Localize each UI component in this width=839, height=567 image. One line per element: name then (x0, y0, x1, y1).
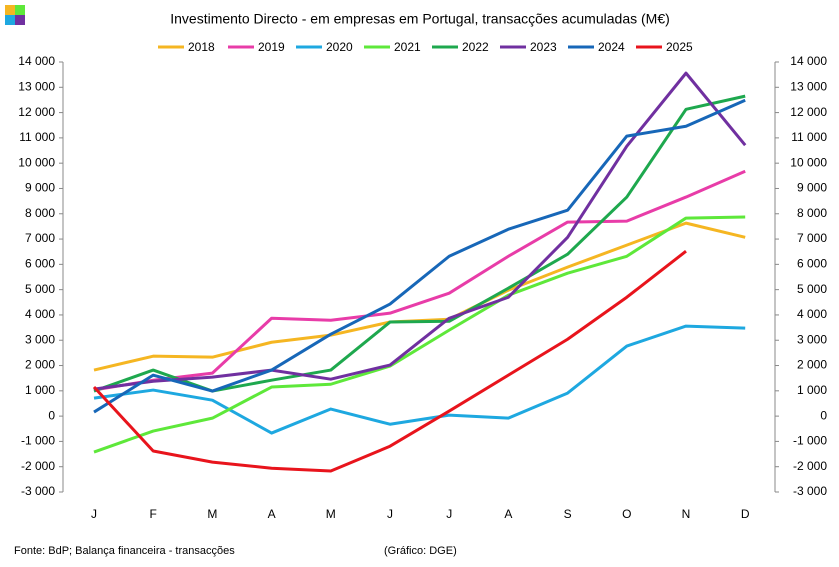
y2-tick-label: -1 000 (793, 434, 827, 448)
legend-label: 2024 (598, 40, 625, 54)
x-tick-label: J (446, 507, 452, 521)
y2-tick-label: 2 000 (797, 358, 827, 372)
y2-tick-label: 6 000 (797, 257, 827, 271)
credit: (Gráfico: DGE) (384, 545, 457, 557)
y-tick-label: 13 000 (18, 79, 55, 93)
series-line (92, 250, 687, 473)
series-line (93, 169, 746, 392)
y-tick-label: 7 000 (25, 231, 55, 245)
y-tick-label: 10 000 (18, 155, 55, 169)
series-line (93, 71, 747, 391)
x-tick-label: O (622, 507, 631, 521)
y2-tick-label: 13 000 (790, 79, 827, 93)
legend-label: 2020 (326, 40, 353, 54)
y-tick-label: 5 000 (25, 282, 55, 296)
y2-tick-label: -3 000 (793, 484, 827, 498)
x-tick-label: A (504, 507, 512, 521)
legend-label: 2025 (666, 40, 693, 54)
y-tick-label: 8 000 (25, 206, 55, 220)
legend-label: 2019 (258, 40, 285, 54)
y2-tick-label: 9 000 (797, 181, 827, 195)
y2-tick-label: 5 000 (797, 282, 827, 296)
y2-tick-label: 12 000 (790, 105, 827, 119)
y2-tick-label: 14 000 (790, 54, 827, 68)
x-tick-label: M (326, 507, 336, 521)
y2-tick-label: 8 000 (797, 206, 827, 220)
y-tick-label: 3 000 (25, 332, 55, 346)
legend-label: 2023 (530, 40, 557, 54)
y-tick-label: 11 000 (19, 130, 55, 144)
y-tick-label: 9 000 (25, 181, 55, 195)
y-tick-label: 6 000 (25, 257, 55, 271)
y2-tick-label: 1 000 (797, 383, 827, 397)
y2-tick-label: 4 000 (797, 307, 827, 321)
y2-tick-label: 7 000 (797, 231, 827, 245)
y-tick-label: -3 000 (21, 484, 55, 498)
y2-tick-label: 11 000 (791, 130, 827, 144)
y-tick-label: -1 000 (21, 434, 55, 448)
series-line (93, 324, 746, 435)
x-tick-label: N (682, 507, 691, 521)
x-tick-label: A (268, 507, 276, 521)
legend-label: 2021 (394, 40, 421, 54)
y-tick-label: -2 000 (21, 459, 55, 473)
y2-tick-label: 0 (820, 408, 827, 422)
x-tick-label: J (91, 507, 97, 521)
y-tick-label: 12 000 (18, 105, 55, 119)
y-tick-label: 4 000 (25, 307, 55, 321)
source: Fonte: BdP; Balança financeira - transac… (14, 545, 235, 557)
y2-tick-label: 3 000 (797, 332, 827, 346)
legend-label: 2018 (188, 40, 215, 54)
x-tick-label: M (207, 507, 217, 521)
logo (5, 5, 25, 25)
y-tick-label: 1 000 (25, 383, 55, 397)
y-tick-label: 0 (48, 408, 55, 422)
series-line (93, 215, 746, 454)
legend-label: 2022 (462, 40, 489, 54)
x-tick-label: J (387, 507, 393, 521)
x-tick-label: D (741, 507, 750, 521)
chart-title: Investimento Directo - em empresas em Po… (170, 11, 670, 27)
x-tick-label: F (150, 507, 157, 521)
y2-tick-label: 10 000 (790, 155, 827, 169)
series-line (93, 98, 746, 414)
y-tick-label: 14 000 (18, 54, 55, 68)
y-tick-label: 2 000 (25, 358, 55, 372)
x-tick-label: S (564, 507, 572, 521)
y2-tick-label: -2 000 (793, 459, 827, 473)
